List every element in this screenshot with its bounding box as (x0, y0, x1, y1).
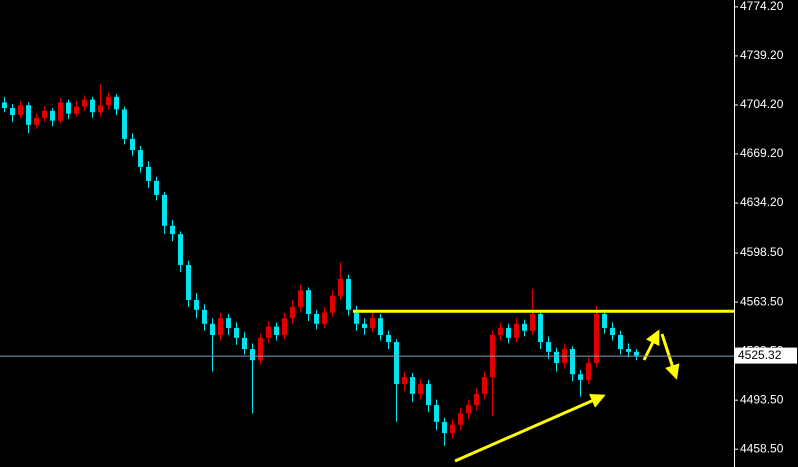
candle-body (226, 318, 231, 329)
candle-body (346, 278, 351, 310)
candle-body (594, 313, 599, 364)
y-tick-label: 4493.50 (740, 392, 784, 406)
candle-body (130, 138, 135, 151)
candle-body (402, 377, 407, 385)
candle-body (426, 384, 431, 406)
candle-body (34, 117, 39, 125)
candle-body (634, 351, 639, 356)
candle-body (82, 99, 87, 107)
candle-body (530, 313, 535, 331)
candle-body (410, 377, 415, 394)
candle-body (298, 290, 303, 307)
y-tick-label: 4598.50 (740, 245, 784, 259)
trend-arrow (454, 393, 606, 463)
candle-body (50, 110, 55, 121)
candle-body (106, 96, 111, 106)
candle-body (90, 99, 95, 113)
candle-body (306, 290, 311, 314)
candle-body (274, 326, 279, 336)
candle-body (482, 377, 487, 394)
candle-body (570, 349, 575, 375)
candle-body (170, 225, 175, 235)
candle-body (322, 312, 327, 324)
candle-body (442, 421, 447, 434)
candle-body (522, 323, 527, 331)
candle-body (258, 337, 263, 361)
candle-body (58, 102, 63, 121)
candle-body (474, 393, 479, 406)
candle-body (178, 234, 183, 265)
plot-area (2, 84, 734, 446)
candle-body (314, 313, 319, 324)
candle-body (498, 328, 503, 336)
candle-body (186, 264, 191, 300)
y-tick-label: 4563.50 (740, 294, 784, 308)
candle-body (250, 349, 255, 361)
y-tick-label: 4634.20 (740, 195, 784, 209)
candle-body (370, 318, 375, 329)
y-tick-label: 4458.50 (740, 441, 784, 455)
candle-body (242, 337, 247, 350)
candle-body (282, 318, 287, 336)
candle-body (458, 413, 463, 425)
candle-body (146, 166, 151, 181)
candle-body (290, 306, 295, 319)
candle-body (338, 278, 343, 296)
candle-body (122, 109, 127, 139)
candle-body (10, 108, 15, 116)
candle-body (66, 102, 71, 114)
candle-body (202, 309, 207, 324)
candle-body (266, 326, 271, 338)
candle-body (538, 313, 543, 343)
candle-body (362, 323, 367, 329)
candle-body (138, 150, 143, 167)
y-tick-label: 4704.20 (740, 97, 784, 111)
candle-body (546, 342, 551, 352)
candle-body (514, 323, 519, 338)
candle-body (394, 342, 399, 385)
candle-body (154, 180, 159, 195)
candle-body (610, 328, 615, 336)
candle-body (506, 328, 511, 338)
candle-body (218, 318, 223, 336)
y-tick-label: 4774.20 (740, 0, 784, 13)
candle-body (378, 318, 383, 336)
candle-body (162, 194, 167, 226)
down-arrow (660, 333, 680, 380)
candle-body (330, 295, 335, 313)
y-tick-label: 4669.20 (740, 146, 784, 160)
last-price-label: 4525.32 (738, 348, 782, 362)
candle-body (434, 405, 439, 422)
candle-body (578, 374, 583, 380)
candle-body (618, 335, 623, 350)
candle-body (26, 105, 31, 125)
candle-body (602, 313, 607, 329)
candle-body (98, 105, 103, 113)
up-arrow (642, 329, 660, 361)
candle-body (586, 363, 591, 380)
candle-body (42, 110, 47, 118)
y-tick-label: 4739.20 (740, 48, 784, 62)
last-price-box (735, 347, 797, 364)
candle-body (74, 106, 79, 114)
candle-body (626, 349, 631, 352)
candle-body (194, 299, 199, 310)
candle-body (418, 384, 423, 394)
candle-body (386, 335, 391, 343)
candle-body (114, 96, 119, 110)
candle-body (354, 309, 359, 324)
candle-body (554, 351, 559, 364)
candle-body (18, 105, 23, 116)
candle-body (2, 102, 7, 109)
candle-body (466, 405, 471, 414)
candle-body (210, 323, 215, 336)
candle-body (234, 328, 239, 338)
candle-body (450, 424, 455, 434)
